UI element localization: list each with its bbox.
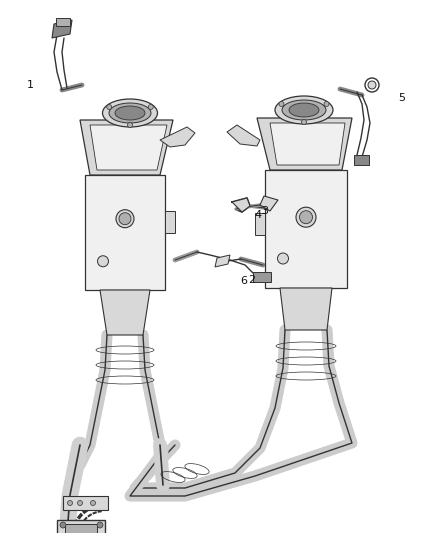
Ellipse shape — [296, 207, 316, 227]
Ellipse shape — [60, 522, 66, 528]
Ellipse shape — [78, 500, 82, 505]
Ellipse shape — [278, 253, 289, 264]
Ellipse shape — [301, 119, 307, 125]
Polygon shape — [270, 123, 345, 165]
Polygon shape — [215, 255, 230, 267]
Ellipse shape — [148, 104, 153, 109]
Polygon shape — [160, 127, 195, 147]
Polygon shape — [257, 118, 352, 170]
Ellipse shape — [107, 104, 112, 109]
Ellipse shape — [102, 99, 158, 127]
Bar — [85, 175, 165, 290]
Bar — [354, 155, 369, 165]
Ellipse shape — [324, 101, 329, 107]
Text: 6: 6 — [240, 276, 247, 286]
Polygon shape — [90, 125, 167, 170]
Ellipse shape — [67, 500, 73, 505]
Polygon shape — [280, 288, 332, 330]
Bar — [253, 272, 271, 282]
Ellipse shape — [282, 100, 326, 120]
Bar — [265, 170, 347, 288]
Ellipse shape — [91, 500, 95, 505]
Ellipse shape — [368, 81, 376, 89]
Ellipse shape — [119, 213, 131, 225]
Ellipse shape — [116, 209, 134, 228]
Bar — [255, 213, 265, 235]
Polygon shape — [227, 125, 260, 146]
Polygon shape — [260, 196, 278, 211]
Ellipse shape — [279, 101, 284, 107]
Ellipse shape — [127, 123, 133, 127]
Ellipse shape — [109, 103, 151, 123]
Bar — [165, 211, 175, 232]
Polygon shape — [52, 20, 72, 38]
Bar — [63, 496, 108, 510]
Text: 5: 5 — [399, 93, 406, 103]
Ellipse shape — [289, 103, 319, 117]
Bar — [65, 524, 97, 533]
Polygon shape — [232, 198, 250, 212]
Ellipse shape — [300, 211, 312, 224]
Bar — [56, 18, 70, 26]
Polygon shape — [100, 290, 150, 335]
Polygon shape — [80, 120, 173, 175]
Ellipse shape — [97, 522, 103, 528]
Text: 3: 3 — [261, 206, 268, 216]
Ellipse shape — [275, 96, 333, 124]
Text: 2: 2 — [248, 275, 255, 285]
Bar — [57, 520, 105, 533]
Ellipse shape — [98, 256, 109, 266]
Text: 1: 1 — [27, 80, 33, 90]
Text: 4: 4 — [254, 210, 261, 220]
Ellipse shape — [115, 106, 145, 120]
